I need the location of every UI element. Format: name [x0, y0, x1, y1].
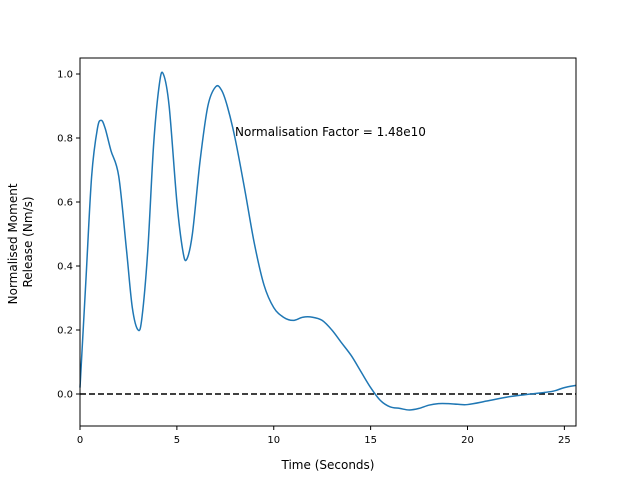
- x-axis-label: Time (Seconds): [281, 458, 375, 472]
- x-tick-label: 5: [174, 435, 180, 446]
- x-tick-label: 10: [267, 435, 280, 446]
- y-tick-label: 0.6: [57, 198, 73, 209]
- x-tick-label: 20: [461, 435, 474, 446]
- x-tick-label: 25: [558, 435, 571, 446]
- y-axis: 0.0 0.2 0.4 0.6 0.8 1.0: [57, 70, 80, 401]
- x-tick-label: 0: [77, 435, 83, 446]
- y-tick-label: 0.2: [57, 326, 73, 337]
- y-axis-label-line-1: Normalised Moment: [6, 183, 20, 304]
- axes-frame: [79, 57, 577, 427]
- x-tick-label: 15: [364, 435, 377, 446]
- y-axis-label-line-2: Release (Nm/s): [21, 196, 35, 287]
- series-line-0: [79, 71, 577, 411]
- normalisation-factor-annotation: Normalisation Factor = 1.48e10: [235, 125, 426, 139]
- y-tick-label: 0.4: [57, 262, 73, 273]
- y-tick-label: 1.0: [57, 70, 73, 81]
- y-tick-label: 0.0: [57, 390, 73, 401]
- x-axis: 0 5 10 15 20 25: [77, 426, 571, 446]
- plot-area: [79, 71, 577, 411]
- y-tick-label: 0.8: [57, 134, 73, 145]
- y-axis-label: Normalised Moment Release (Nm/s): [6, 180, 35, 305]
